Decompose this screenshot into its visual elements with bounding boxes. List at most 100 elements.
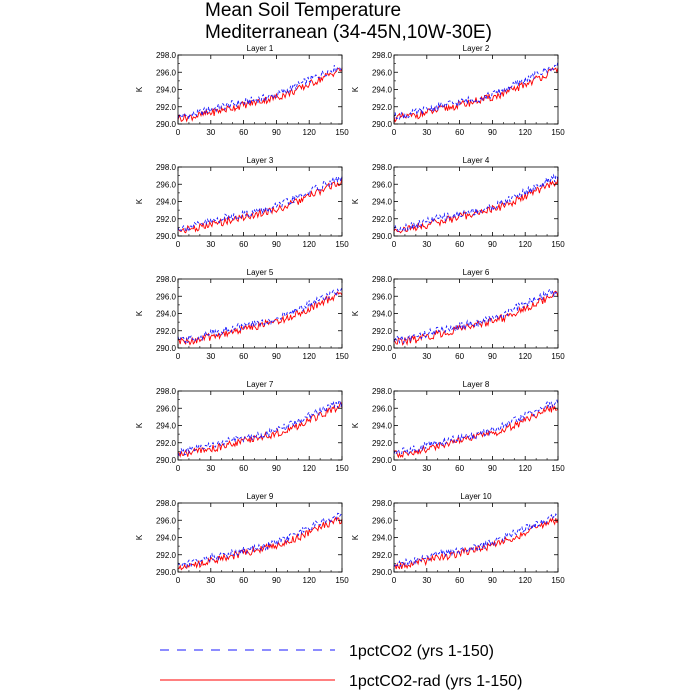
x-tick-label: 90 (272, 352, 281, 361)
x-tick-label: 150 (335, 576, 349, 585)
x-tick-label: 150 (551, 352, 565, 361)
y-tick-label: 298.0 (156, 275, 177, 284)
y-tick-label: 294.0 (372, 198, 393, 207)
series-line-1pctco2-rad (393, 290, 559, 346)
y-axis-label: K (351, 198, 360, 204)
x-tick-label: 0 (176, 240, 181, 249)
x-tick-label: 90 (488, 464, 497, 473)
panel-title: Layer 3 (247, 156, 274, 165)
panel-title: Layer 9 (247, 492, 274, 501)
x-tick-label: 30 (206, 464, 215, 473)
y-tick-label: 292.0 (156, 215, 177, 224)
y-tick-label: 296.0 (156, 404, 177, 413)
panel-title: Layer 2 (463, 44, 490, 53)
panel-title: Layer 7 (247, 380, 274, 389)
series-line-1pctco2-rad (177, 291, 343, 346)
y-axis-label: K (351, 422, 360, 428)
x-tick-label: 90 (272, 576, 281, 585)
y-tick-label: 296.0 (156, 292, 177, 301)
y-tick-label: 298.0 (372, 275, 393, 284)
page-title: Mean Soil Temperature Mediterranean (34-… (205, 0, 492, 44)
x-tick-label: 60 (455, 576, 464, 585)
chart-panel: Layer 5 K 290.0 292.0 294.0 296.0 298.0 0 30 60 90… (135, 268, 349, 361)
series-line-1pctco2 (177, 65, 343, 121)
panel-title: Layer 8 (463, 380, 490, 389)
y-tick-label: 294.0 (372, 310, 393, 319)
chart-panel: Layer 10 K 290.0 292.0 294.0 296.0 298.0 0 30 60 9… (351, 492, 565, 585)
y-tick-label: 292.0 (372, 551, 393, 560)
y-tick-label: 294.0 (156, 534, 177, 543)
chart-panel: Layer 6 K 290.0 292.0 294.0 296.0 298.0 0 30 60 90… (351, 268, 565, 361)
y-tick-label: 298.0 (156, 387, 177, 396)
series-line-1pctco2 (177, 512, 343, 569)
chart-panel: Layer 4 K 290.0 292.0 294.0 296.0 298.0 0 30 60 90… (351, 156, 565, 249)
y-tick-label: 294.0 (156, 86, 177, 95)
x-tick-label: 120 (519, 352, 533, 361)
y-tick-label: 296.0 (372, 180, 393, 189)
x-tick-label: 60 (455, 128, 464, 137)
legend-label: 1pctCO2-rad (yrs 1-150) (349, 673, 522, 690)
x-tick-label: 90 (488, 576, 497, 585)
x-tick-label: 60 (455, 464, 464, 473)
y-tick-label: 292.0 (372, 439, 393, 448)
y-axis-label: K (351, 86, 360, 92)
y-axis-label: K (351, 534, 360, 540)
x-tick-label: 90 (488, 240, 497, 249)
series-line-1pctco2-rad (177, 177, 343, 234)
y-tick-label: 292.0 (156, 551, 177, 560)
x-tick-label: 150 (335, 352, 349, 361)
x-tick-label: 150 (551, 464, 565, 473)
panel-title: Layer 6 (463, 268, 490, 277)
x-tick-label: 90 (272, 464, 281, 473)
y-tick-label: 298.0 (372, 163, 393, 172)
x-tick-label: 30 (206, 352, 215, 361)
x-tick-label: 30 (422, 576, 431, 585)
y-tick-label: 296.0 (372, 404, 393, 413)
x-tick-label: 0 (176, 576, 181, 585)
y-tick-label: 290.0 (372, 568, 393, 577)
y-tick-label: 290.0 (372, 232, 393, 241)
x-tick-label: 0 (392, 240, 397, 249)
chart-panel: Layer 9 K 290.0 292.0 294.0 296.0 298.0 0 30 60 90… (135, 492, 349, 585)
series-line-1pctco2 (393, 173, 559, 233)
x-tick-label: 30 (206, 128, 215, 137)
y-tick-label: 294.0 (156, 310, 177, 319)
y-tick-label: 294.0 (156, 198, 177, 207)
x-tick-label: 0 (176, 128, 181, 137)
series-line-1pctco2 (177, 175, 343, 233)
x-tick-label: 120 (519, 576, 533, 585)
y-tick-label: 298.0 (372, 387, 393, 396)
x-tick-label: 30 (422, 128, 431, 137)
y-tick-label: 292.0 (156, 439, 177, 448)
x-tick-label: 120 (303, 352, 317, 361)
series-line-1pctco2 (393, 513, 559, 568)
x-tick-label: 150 (551, 240, 565, 249)
y-tick-label: 290.0 (156, 120, 177, 129)
series-line-1pctco2 (393, 399, 559, 456)
y-tick-label: 290.0 (156, 568, 177, 577)
legend-label: 1pctCO2 (yrs 1-150) (349, 643, 494, 660)
panel-title: Layer 4 (463, 156, 490, 165)
y-tick-label: 298.0 (156, 51, 177, 60)
x-tick-label: 30 (206, 576, 215, 585)
y-tick-label: 296.0 (372, 292, 393, 301)
title-line-1: Mean Soil Temperature (205, 0, 402, 21)
y-tick-label: 292.0 (372, 215, 393, 224)
x-tick-label: 30 (422, 464, 431, 473)
panel-title: Layer 1 (247, 44, 274, 53)
x-tick-label: 0 (392, 576, 397, 585)
y-tick-label: 296.0 (372, 68, 393, 77)
x-tick-label: 90 (488, 128, 497, 137)
x-tick-label: 0 (176, 464, 181, 473)
y-tick-label: 296.0 (156, 180, 177, 189)
series-line-1pctco2-rad (393, 177, 559, 234)
x-tick-label: 120 (303, 128, 317, 137)
y-tick-label: 290.0 (372, 344, 393, 353)
y-axis-label: K (135, 198, 144, 204)
y-tick-label: 294.0 (156, 422, 177, 431)
y-tick-label: 298.0 (156, 499, 177, 508)
x-tick-label: 150 (335, 128, 349, 137)
panel-title: Layer 5 (247, 268, 274, 277)
chart-panel: Layer 7 K 290.0 292.0 294.0 296.0 298.0 0 30 60 90… (135, 380, 349, 473)
